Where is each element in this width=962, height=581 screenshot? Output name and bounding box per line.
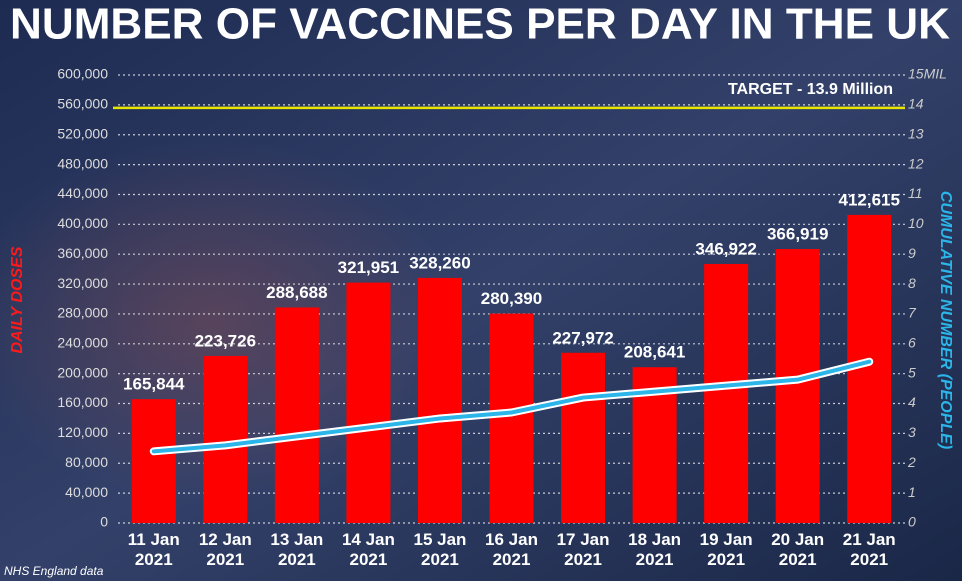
data-label: 165,844 <box>123 375 185 394</box>
y2-tick-label: 1 <box>908 484 916 500</box>
bar <box>203 355 248 523</box>
data-label: 288,688 <box>266 283 327 302</box>
line <box>151 359 872 454</box>
data-label: 280,390 <box>481 289 542 308</box>
chart-title: NUMBER OF VACCINES PER DAY IN THE UK <box>10 0 950 49</box>
source: NHS England data <box>4 564 104 578</box>
y2-tick-label: 4 <box>908 394 916 410</box>
y2-tick-label: 12 <box>908 155 924 171</box>
bar <box>274 307 319 523</box>
y2-tick-label: 8 <box>908 275 916 291</box>
x-tick-label: 11 Jan 2021 <box>127 530 180 569</box>
y2-tick-label: 2 <box>907 454 916 470</box>
data-label: 227,972 <box>552 328 613 347</box>
y-tick-label: 560,000 <box>57 96 108 112</box>
y2-tick-label: 11 <box>908 185 923 201</box>
y-tick-label: 280,000 <box>57 305 108 321</box>
x-tick-label: 17 Jan 2021 <box>556 530 610 569</box>
data-label: 346,922 <box>695 239 756 258</box>
bar <box>489 313 534 523</box>
bar <box>775 249 820 523</box>
bar <box>131 399 176 523</box>
x-tick-label: 18 Jan 2021 <box>628 530 682 569</box>
y2-tick-label: 15MIL <box>908 66 947 82</box>
y-tick-label: 40,000 <box>65 484 108 500</box>
y-tick-label: 480,000 <box>57 155 108 171</box>
y-axis-title: DAILY DOSES <box>9 246 26 353</box>
x-tick-label: 19 Jan 2021 <box>699 530 753 569</box>
y-tick-label: 320,000 <box>57 275 108 291</box>
x-tick-label: 15 Jan 2021 <box>413 530 467 569</box>
y2-tick-label: 7 <box>908 305 917 321</box>
y2-tick-label: 13 <box>908 125 924 141</box>
bar <box>346 282 391 523</box>
y-tick-label: 440,000 <box>57 185 108 201</box>
bar <box>417 277 462 523</box>
x-tick-label: 14 Jan 2021 <box>341 530 395 569</box>
y-tick-label: 360,000 <box>57 245 108 261</box>
y2-axis-title: CUMULATIVE NUMBER (PEOPLE) <box>937 191 954 449</box>
y-tick-label: 160,000 <box>57 394 108 410</box>
y-tick-label: 80,000 <box>65 454 108 470</box>
x-tick-label: 21 Jan 2021 <box>842 530 896 569</box>
x-tick-label: 16 Jan 2021 <box>485 530 538 569</box>
y2-tick-label: 10 <box>908 215 924 231</box>
y-tick-label: 200,000 <box>57 364 108 380</box>
y-tick-label: 400,000 <box>57 215 108 231</box>
data-label: 328,260 <box>409 253 470 272</box>
bar <box>561 352 606 523</box>
data-label: 223,726 <box>195 331 256 350</box>
x-tick-label: 13 Jan 2021 <box>270 530 324 569</box>
bar <box>704 263 749 523</box>
x-tick-label: 20 Jan 2021 <box>771 530 825 569</box>
y-tick-label: 520,000 <box>57 125 108 141</box>
y2-tick-label: 5 <box>908 364 916 380</box>
y2-tick-label: 3 <box>908 424 916 440</box>
y-tick-label: 120,000 <box>57 424 108 440</box>
data-label: 321,951 <box>338 258 399 277</box>
y2-tick-label: 14 <box>908 96 924 112</box>
data-label: 366,919 <box>767 225 828 244</box>
y2-tick-label: 0 <box>908 514 916 530</box>
data-label: 412,615 <box>839 190 900 209</box>
y-tick-label: 0 <box>100 514 108 530</box>
y-tick-label: 240,000 <box>57 335 108 351</box>
y2-tick-label: 6 <box>908 335 916 351</box>
target-label: TARGET - 13.9 Million <box>728 81 893 98</box>
y2-tick-label: 9 <box>908 245 916 261</box>
data-label: 208,641 <box>624 343 685 362</box>
x-tick-label: 12 Jan 2021 <box>198 530 252 569</box>
y-tick-label: 600,000 <box>57 66 108 82</box>
